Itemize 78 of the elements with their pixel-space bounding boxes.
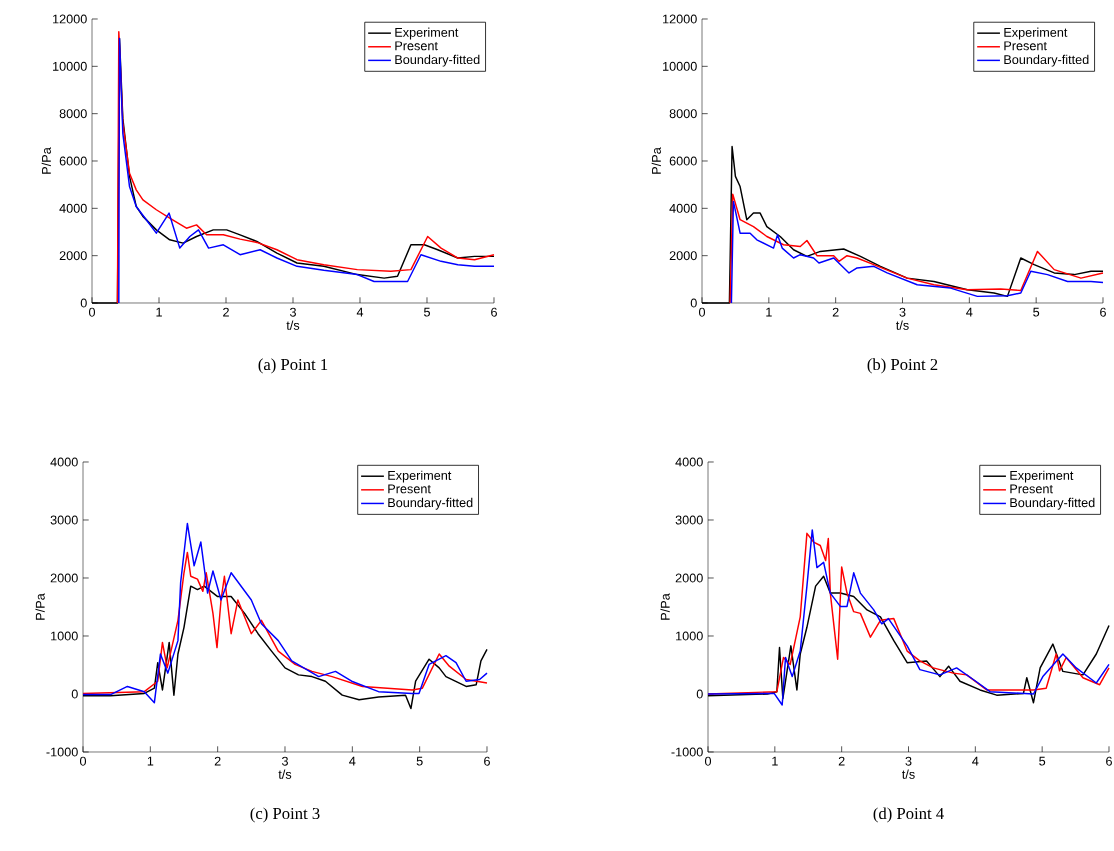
legend-label: Boundary-fitted bbox=[395, 54, 480, 67]
y-axis-title: P/Pa bbox=[35, 593, 45, 620]
y-axis-title: P/Pa bbox=[41, 147, 51, 174]
x-tick-label: 5 bbox=[416, 756, 423, 766]
x-tick-label: 2 bbox=[832, 307, 839, 317]
x-tick-label: 3 bbox=[905, 756, 912, 766]
y-tick-label: 12000 bbox=[663, 14, 697, 24]
y-tick-label: 8000 bbox=[59, 109, 87, 119]
y-tick-label: 2000 bbox=[59, 251, 87, 261]
y-tick-label: 10000 bbox=[663, 61, 697, 71]
y-tick-label: 0 bbox=[80, 298, 87, 308]
y-axis-title: P/Pa bbox=[660, 593, 670, 620]
text: (c) Point 3 bbox=[250, 807, 320, 823]
legend-label: Experiment bbox=[1010, 470, 1074, 483]
y-tick-label: -1000 bbox=[671, 747, 703, 757]
y-tick-label: 2000 bbox=[675, 573, 703, 583]
x-tick-label: 6 bbox=[491, 307, 497, 317]
legend-label: Boundary-fitted bbox=[1004, 54, 1089, 67]
x-tick-label: 4 bbox=[349, 756, 356, 766]
x-tick-label: 5 bbox=[1033, 307, 1040, 317]
line-series bbox=[82, 551, 488, 695]
x-tick-label: 4 bbox=[972, 756, 979, 766]
legend-label: Experiment bbox=[395, 27, 459, 40]
y-tick-label: 1000 bbox=[676, 631, 703, 641]
x-tick-label: 5 bbox=[1039, 756, 1046, 766]
y-tick-label: 1000 bbox=[51, 631, 78, 641]
y-axis-title: P/Pa bbox=[651, 147, 661, 174]
legend-label: Present bbox=[388, 484, 431, 494]
x-axis-title: t/s bbox=[278, 769, 292, 779]
x-tick-label: 1 bbox=[147, 756, 154, 766]
x-tick-label: 3 bbox=[899, 307, 906, 317]
legend-label: Present bbox=[395, 41, 438, 51]
legend-label: Present bbox=[1010, 484, 1053, 494]
y-tick-label: 0 bbox=[696, 689, 703, 699]
legend-label: Experiment bbox=[1004, 27, 1068, 40]
x-axis-title: t/s bbox=[896, 320, 909, 330]
legend-label: Boundary-fitted bbox=[1010, 497, 1095, 510]
y-tick-label: 3000 bbox=[50, 515, 78, 525]
x-tick-label: 3 bbox=[289, 307, 296, 317]
y-tick-label: 8000 bbox=[669, 109, 697, 119]
y-tick-label: 0 bbox=[71, 689, 78, 699]
y-tick-label: 4000 bbox=[59, 203, 87, 213]
x-tick-label: 2 bbox=[838, 756, 845, 766]
x-tick-label: 4 bbox=[356, 307, 364, 317]
y-tick-label: -1000 bbox=[46, 747, 78, 757]
y-tick-label: 4000 bbox=[675, 457, 703, 467]
text: (a) Point 1 bbox=[258, 358, 328, 374]
y-tick-label: 12000 bbox=[53, 14, 87, 24]
x-tick-label: 1 bbox=[156, 307, 162, 317]
y-tick-label: 0 bbox=[690, 298, 697, 308]
x-tick-label: 4 bbox=[966, 307, 973, 317]
x-tick-label: 6 bbox=[1106, 756, 1112, 766]
legend-label: Boundary-fitted bbox=[388, 497, 473, 510]
line-series bbox=[82, 522, 488, 704]
text: (b) Point 2 bbox=[867, 358, 938, 374]
y-tick-label: 4000 bbox=[669, 203, 697, 213]
x-tick-label: 3 bbox=[281, 756, 288, 766]
y-tick-label: 6000 bbox=[669, 156, 697, 166]
x-tick-label: 2 bbox=[214, 756, 221, 766]
legend-label: Present bbox=[1004, 41, 1047, 51]
x-tick-label: 2 bbox=[223, 307, 229, 317]
y-tick-label: 2000 bbox=[669, 251, 697, 261]
x-tick-label: 0 bbox=[88, 307, 96, 317]
text: (d) Point 4 bbox=[873, 807, 944, 823]
legend-label: Experiment bbox=[388, 470, 452, 483]
x-axis-title: t/s bbox=[286, 320, 300, 330]
x-tick-label: 0 bbox=[704, 756, 712, 766]
y-tick-label: 2000 bbox=[50, 573, 78, 583]
y-tick-label: 3000 bbox=[675, 515, 703, 525]
x-tick-label: 1 bbox=[772, 756, 778, 766]
x-tick-label: 1 bbox=[766, 307, 772, 317]
y-tick-label: 6000 bbox=[59, 156, 87, 166]
y-tick-label: 10000 bbox=[53, 61, 87, 71]
x-tick-label: 6 bbox=[484, 756, 490, 766]
x-tick-label: 5 bbox=[423, 307, 430, 317]
x-axis-title: t/s bbox=[902, 769, 915, 779]
y-tick-label: 4000 bbox=[50, 457, 78, 467]
x-tick-label: 6 bbox=[1100, 307, 1106, 317]
